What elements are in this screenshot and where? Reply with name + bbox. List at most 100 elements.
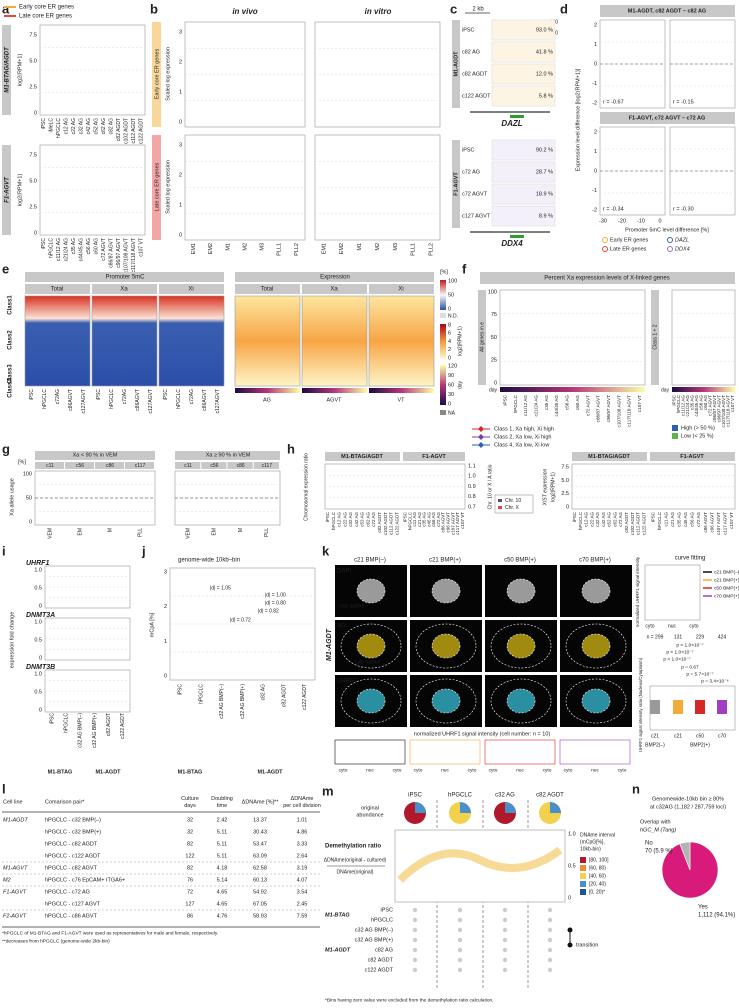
x-tick-label: iPSC [403, 511, 408, 522]
x-tick-label: hPGCLC [657, 511, 662, 530]
label: c50 BMP(+) [714, 585, 739, 591]
label: hPGCLC [371, 917, 393, 923]
label: Class 2, Xa low, Xi high [494, 434, 551, 440]
cell-outline [415, 678, 477, 724]
label: normalized UHRF1 signal intensity (cell … [414, 731, 551, 737]
dot [457, 957, 463, 963]
label: 72 [187, 889, 193, 895]
colorbar [440, 365, 446, 405]
label: r = -0.67 [603, 99, 624, 105]
label: DNMT3B [26, 664, 55, 671]
label: NA [448, 410, 456, 416]
label: Total [51, 287, 64, 293]
label: |d| = 1.00 [265, 592, 286, 598]
label: 2.42 [217, 817, 228, 823]
y-tick-label: 0 [29, 519, 32, 525]
x-tick-label: c52 AG [360, 512, 365, 527]
x-tick-label: c12 AG [337, 512, 342, 527]
x-tick-label: hPGCLC [198, 684, 204, 704]
x-tick-label: c102 AGDT [383, 512, 388, 536]
label: M1-AGDT [257, 769, 283, 775]
x-tick-label: c82 AGDT [377, 512, 382, 533]
label: Chr. 10 [505, 498, 521, 504]
label: 5.11 [217, 853, 227, 859]
label: F1-AGVT [3, 889, 27, 895]
panel-letter: i [2, 543, 6, 558]
legend-key [580, 889, 586, 895]
label: in vivo [232, 7, 257, 16]
y-tick-label: 2.5 [561, 491, 569, 497]
dot [502, 937, 508, 943]
tick-label: 1.0 [468, 474, 476, 480]
track [491, 139, 556, 161]
label: hPGCLC - c82 AGDT [45, 841, 98, 847]
y-tick-label: 0 [494, 380, 497, 386]
track [491, 85, 556, 107]
label: 5.14 [217, 877, 228, 883]
tick-label: 6 [448, 331, 451, 337]
label: 3.19 [297, 865, 308, 871]
label: DDX4 [675, 246, 690, 252]
label: 93.0 % [536, 27, 553, 33]
x-tick-label: c82 AG [261, 684, 267, 701]
x-tick-label: c122 AGDT [120, 713, 126, 739]
x-tick-label: hPGCLC [64, 713, 70, 733]
panel-letter: b [150, 1, 158, 16]
label: c117 [262, 463, 273, 469]
x-tick-label: c96/97 AGVT [116, 238, 122, 268]
x-tick-label: c56 AG [565, 395, 570, 410]
label: time [217, 803, 227, 809]
label: nuc [441, 768, 449, 773]
label: days [184, 803, 196, 809]
x-tick-label: c44/45 AG [694, 395, 699, 417]
x-tick-label: c21/24 AG [64, 238, 70, 261]
label: AGVT [327, 397, 343, 403]
strip [302, 284, 367, 294]
strip [125, 462, 154, 469]
label: Late core ER genes [154, 162, 160, 211]
x-tick-label: hPGCLC [513, 394, 518, 413]
label: M1-AGDT [95, 769, 121, 775]
x-tick-label: c56 AG [690, 512, 695, 527]
dot [547, 947, 553, 953]
label: Expression level difference [log2(RPM+1)… [575, 68, 581, 171]
x-tick-label: c122 AGDT [139, 118, 145, 144]
label: p = 0.67 [681, 664, 699, 670]
x-tick-label: c82 AG [109, 118, 115, 135]
label: Class 1 + 2 [652, 324, 658, 349]
label: 0 [658, 218, 661, 224]
x-tick-label: c35 AG [689, 395, 694, 410]
x-tick-label: c107 AGVT [716, 512, 721, 535]
x-tick-label: c35 AG [71, 238, 77, 255]
plot-area [571, 463, 736, 510]
x-tick-label: VEM [47, 528, 53, 539]
label: log2(RPM+1) [457, 326, 463, 356]
x-tick-label: c72 AGVT [585, 395, 590, 416]
label: Class3 [8, 364, 14, 384]
label: log2(RPM+1) [17, 174, 23, 207]
label: day [661, 387, 670, 393]
track [491, 161, 556, 183]
label: 58.93 [253, 913, 267, 919]
label: c72 AGVT [462, 191, 488, 197]
label: Late core ER genes [19, 14, 72, 20]
label: p < 1.0×10⁻⁷ [663, 656, 690, 662]
violin-glyph [397, 846, 563, 883]
y-tick-label: 5.0 [29, 178, 37, 184]
label: DNAme(original) [337, 869, 374, 875]
panel-letter: l [2, 781, 6, 796]
strip [175, 462, 201, 469]
legend-key [580, 857, 586, 863]
label: hGC_M (Tang) [640, 827, 676, 833]
label: High (> 50 %) [681, 425, 715, 431]
x-tick-label: c45 AG [683, 512, 688, 527]
marker [510, 235, 524, 238]
label: c70 BMP(+) [714, 593, 739, 599]
x-tick-label: c56 AG [86, 238, 92, 255]
label: c82 AGDT [536, 793, 564, 799]
strip [152, 22, 161, 127]
x-tick-label: c117 AGVT [722, 512, 727, 535]
x-tick-label: c72 AG [618, 512, 623, 527]
cell-outline [581, 688, 611, 714]
x-tick-label: iPSC [572, 511, 577, 522]
